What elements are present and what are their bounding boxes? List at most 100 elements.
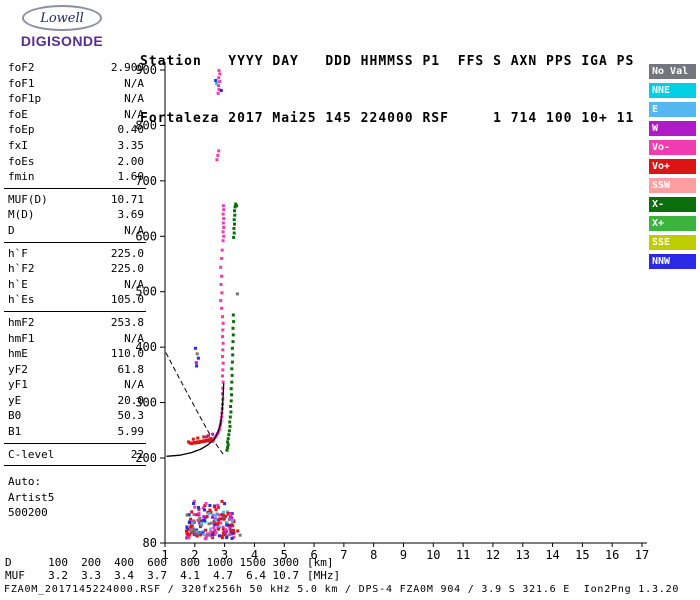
data-point [221, 328, 225, 332]
noise-point [214, 516, 217, 520]
param-value: N/A [124, 76, 144, 90]
param-row-clevel: C-level 22 [4, 447, 146, 463]
x-tick-label: 4 [251, 548, 258, 562]
param-row-md: M(D) 3.69 [4, 207, 146, 223]
noise-point [212, 530, 216, 534]
noise-point [231, 524, 235, 528]
noise-point [211, 515, 215, 519]
data-point [221, 230, 225, 234]
param-value: 5.99 [117, 425, 145, 439]
param-value: 3.69 [117, 208, 145, 222]
data-point [221, 392, 224, 396]
data-point [230, 380, 234, 384]
param-label: hmF2 [8, 315, 35, 329]
muf-value: 1000 [206, 556, 234, 569]
noise-point [197, 506, 200, 509]
muf-value: 3.2 [48, 569, 68, 582]
muf-value: 3.3 [81, 569, 101, 582]
data-point [231, 326, 235, 330]
param-row-hmf1: hmF1 N/A [4, 331, 146, 347]
param-value: 61.8 [117, 362, 145, 376]
param-row-fof2: foF2 2.900 [4, 60, 146, 76]
noise-point [199, 525, 202, 529]
data-point [229, 410, 233, 414]
noise-point [198, 516, 202, 520]
muf-value: 3.7 [147, 569, 167, 582]
y-tick-label: 600 [135, 229, 157, 243]
noise-point [230, 529, 234, 533]
param-label: hmE [8, 347, 28, 361]
data-point [221, 239, 225, 243]
param-value: 2.00 [117, 154, 145, 168]
data-point [232, 227, 236, 230]
param-label: foE [8, 107, 28, 121]
noise-point [228, 526, 232, 530]
param-value: 2.900 [110, 61, 144, 74]
data-point [221, 361, 225, 365]
data-point [220, 306, 224, 310]
muf-value: 4.7 [213, 569, 233, 582]
param-value: 225.0 [110, 246, 144, 260]
param-row-hmf2: hmF2 253.8 [4, 315, 146, 331]
y-tick-label: 900 [135, 63, 157, 77]
data-point [217, 149, 221, 153]
noise-point [204, 502, 208, 505]
data-point [221, 204, 225, 208]
noise-point [192, 513, 196, 516]
noise-point [226, 511, 230, 515]
x-tick-label: 13 [516, 548, 530, 562]
legend: No Val NNE E W Vo- Vo+ SSW X- X+ SSE NNW [649, 64, 696, 273]
data-point [230, 367, 234, 371]
y-tick-label: 200 [135, 451, 157, 465]
x-tick-label: 9 [400, 548, 407, 562]
noise-point [185, 536, 189, 540]
noise-point [196, 518, 200, 522]
noise-point [230, 536, 234, 540]
legend-item-ssw: SSW [649, 178, 696, 193]
data-point [233, 213, 237, 217]
data-point [221, 386, 225, 390]
noise-point [185, 525, 189, 529]
muf-row-d: D 100 200 400 600 800 1000 1500 3000 [km] [5, 556, 340, 569]
data-point [232, 235, 236, 239]
noise-point [208, 504, 212, 507]
param-row-b0: B0 50.3 [4, 408, 146, 424]
footer-info: FZA0M_2017145224000.RSF / 320fx256h 50 k… [4, 584, 680, 595]
noise-point [203, 519, 207, 523]
param-label: yF1 [8, 378, 28, 392]
noise-point [232, 528, 235, 532]
param-value: N/A [124, 331, 144, 345]
param-value: N/A [124, 107, 144, 121]
data-point [195, 352, 199, 356]
data-point [231, 340, 235, 344]
data-point [226, 437, 230, 441]
data-point [216, 91, 220, 95]
y-tick-label: 80 [143, 536, 157, 550]
y-tick-label: 300 [135, 396, 157, 410]
data-point [219, 283, 223, 286]
data-point [235, 204, 239, 208]
legend-item-noval: No Val [649, 64, 696, 79]
data-point [217, 76, 221, 80]
y-tick-label: 800 [135, 118, 157, 132]
noise-point [222, 517, 226, 521]
y-tick-label: 500 [135, 285, 157, 299]
data-point [232, 231, 236, 235]
data-point [229, 387, 233, 391]
noise-point [195, 534, 199, 538]
param-divider [4, 442, 146, 444]
data-point [230, 346, 234, 350]
data-point [222, 208, 226, 212]
param-label: fxI [8, 138, 28, 152]
noise-point [187, 536, 191, 540]
x-tick-label: 14 [545, 548, 559, 562]
param-row-fmin: fmin 1.60 [4, 169, 146, 185]
noise-point [220, 499, 224, 503]
noise-point [221, 525, 225, 529]
noise-point [192, 520, 196, 524]
data-point [221, 221, 225, 225]
data-point [225, 448, 229, 452]
param-label: B1 [8, 425, 22, 439]
param-label: foF1p [8, 92, 42, 106]
param-label: hmF1 [8, 331, 35, 345]
